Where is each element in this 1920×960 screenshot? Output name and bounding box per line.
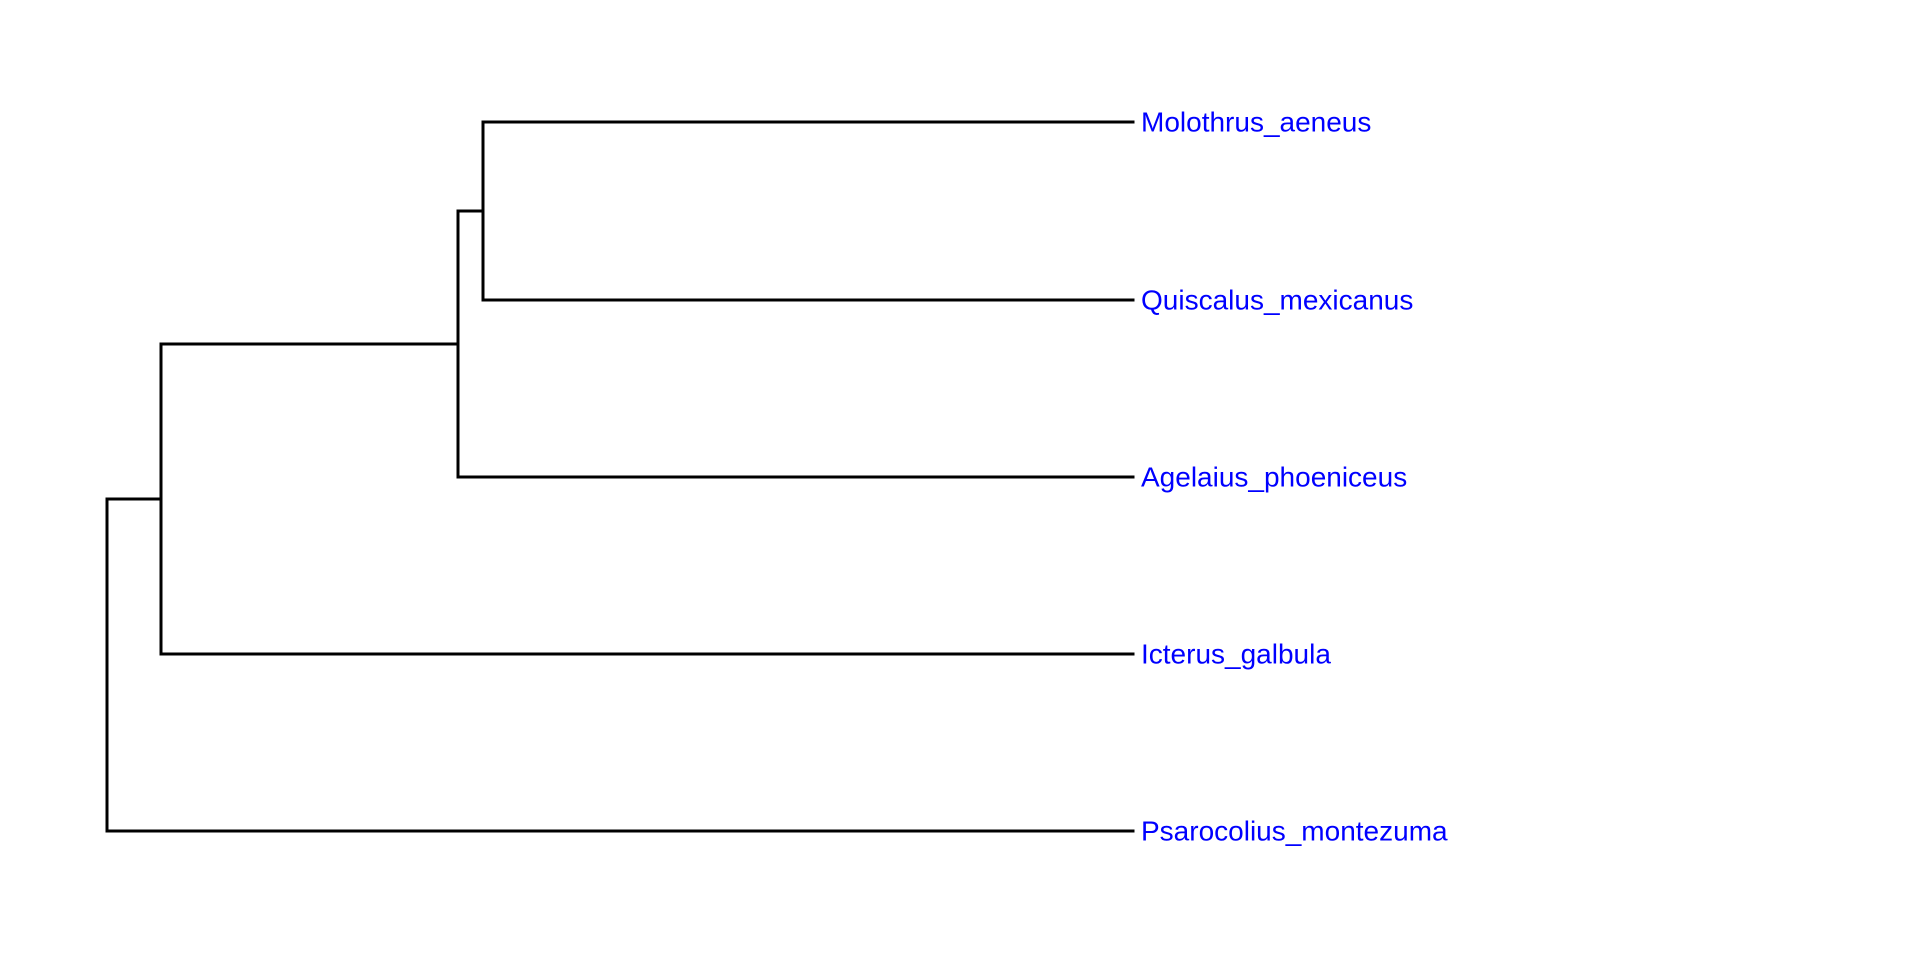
tip-label-psarocolius-montezuma: Psarocolius_montezuma: [1141, 816, 1448, 847]
tip-label-icterus-galbula: Icterus_galbula: [1141, 639, 1331, 670]
tip-label-molothrus-aeneus: Molothrus_aeneus: [1141, 107, 1371, 138]
tip-label-quiscalus-mexicanus: Quiscalus_mexicanus: [1141, 285, 1413, 316]
tip-label-agelaius-phoeniceus: Agelaius_phoeniceus: [1141, 462, 1407, 493]
